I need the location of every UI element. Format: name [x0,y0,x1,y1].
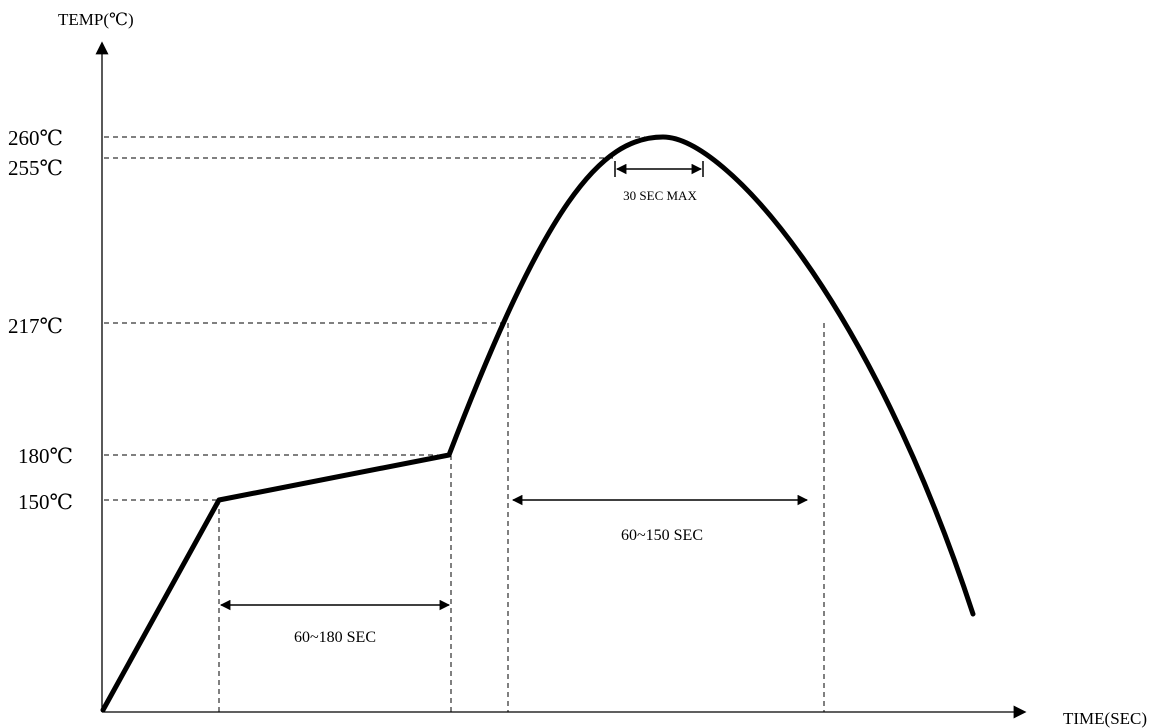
y-axis-label: TEMP(℃) [58,10,134,29]
tick-label-260: 260℃ [8,126,63,150]
profile-curve [100,134,976,713]
tick-label-217: 217℃ [8,314,63,338]
x-axis-label: TIME(SEC) [1063,709,1147,728]
interval-label-peak: 30 SEC MAX [623,188,697,203]
tick-label-150: 150℃ [18,490,73,514]
interval-label-preheat: 60~180 SEC [294,629,376,646]
interval-label-above-liquidus: 60~150 SEC [621,527,703,544]
tick-label-180: 180℃ [18,444,73,468]
tick-label-255: 255℃ [8,156,63,180]
